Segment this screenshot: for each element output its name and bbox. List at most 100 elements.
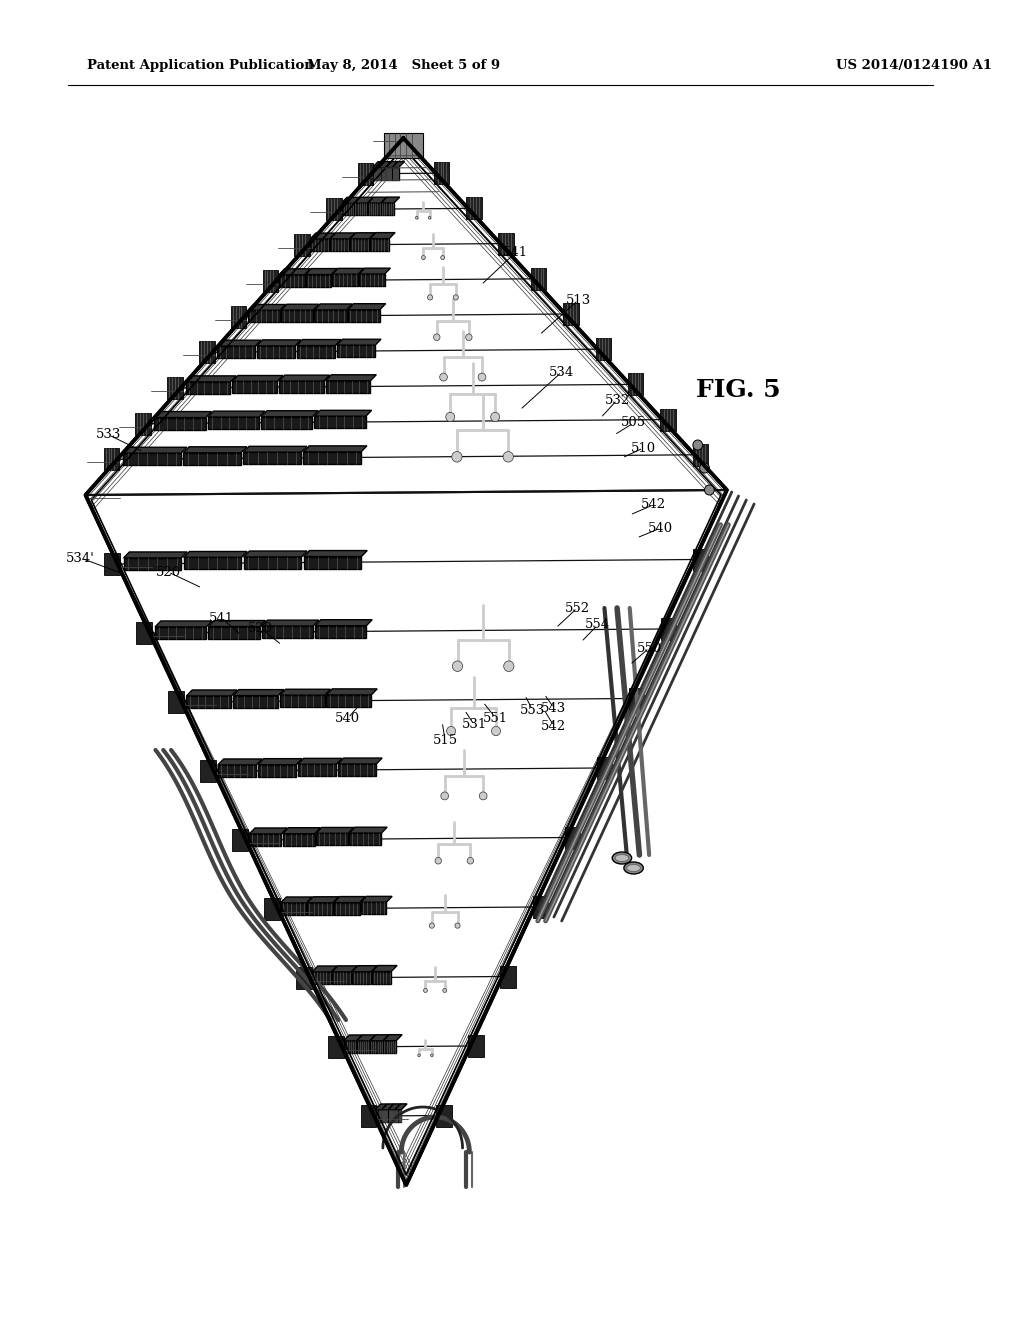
Polygon shape bbox=[304, 557, 361, 569]
Bar bbox=[232, 829, 248, 851]
Polygon shape bbox=[280, 689, 331, 696]
Polygon shape bbox=[395, 1110, 401, 1122]
Circle shape bbox=[439, 374, 447, 381]
Polygon shape bbox=[343, 1041, 356, 1053]
Polygon shape bbox=[383, 1035, 402, 1040]
Polygon shape bbox=[381, 203, 394, 215]
Polygon shape bbox=[155, 412, 212, 417]
Circle shape bbox=[705, 484, 715, 495]
Text: 553: 553 bbox=[520, 704, 545, 717]
Bar bbox=[294, 234, 310, 256]
Polygon shape bbox=[244, 453, 301, 465]
Text: US 2014/0124190 A1: US 2014/0124190 A1 bbox=[836, 58, 991, 71]
Text: 541: 541 bbox=[209, 611, 234, 624]
Polygon shape bbox=[354, 203, 368, 215]
Text: May 8, 2014   Sheet 5 of 9: May 8, 2014 Sheet 5 of 9 bbox=[307, 58, 500, 71]
Polygon shape bbox=[358, 268, 390, 275]
Polygon shape bbox=[332, 966, 357, 972]
Polygon shape bbox=[305, 275, 331, 286]
Polygon shape bbox=[298, 764, 336, 776]
Polygon shape bbox=[315, 619, 372, 626]
Polygon shape bbox=[352, 972, 372, 983]
Bar bbox=[532, 896, 548, 917]
Polygon shape bbox=[208, 627, 260, 639]
Text: 540: 540 bbox=[648, 521, 674, 535]
Polygon shape bbox=[326, 375, 376, 380]
Circle shape bbox=[428, 216, 431, 219]
Polygon shape bbox=[312, 972, 331, 983]
Polygon shape bbox=[282, 310, 313, 322]
Ellipse shape bbox=[612, 851, 632, 865]
Polygon shape bbox=[155, 627, 206, 639]
Bar bbox=[530, 268, 547, 290]
Text: 533: 533 bbox=[96, 429, 122, 441]
Bar bbox=[628, 374, 643, 396]
Bar bbox=[296, 968, 312, 989]
Polygon shape bbox=[186, 690, 238, 696]
Circle shape bbox=[445, 412, 455, 421]
Ellipse shape bbox=[627, 865, 640, 871]
Polygon shape bbox=[379, 161, 391, 168]
Bar bbox=[501, 965, 516, 987]
Polygon shape bbox=[372, 161, 384, 168]
Polygon shape bbox=[326, 380, 371, 393]
Polygon shape bbox=[281, 898, 312, 903]
Polygon shape bbox=[356, 1041, 370, 1053]
Polygon shape bbox=[341, 203, 354, 215]
Polygon shape bbox=[297, 339, 341, 346]
Bar bbox=[136, 622, 152, 644]
Circle shape bbox=[478, 374, 485, 381]
Polygon shape bbox=[244, 550, 307, 557]
Polygon shape bbox=[388, 1104, 400, 1110]
Polygon shape bbox=[350, 232, 375, 239]
Polygon shape bbox=[395, 1104, 408, 1110]
Bar bbox=[660, 409, 676, 430]
Polygon shape bbox=[307, 896, 339, 903]
Polygon shape bbox=[232, 375, 283, 381]
Polygon shape bbox=[248, 310, 280, 322]
Bar bbox=[692, 444, 709, 466]
Bar bbox=[499, 232, 514, 255]
Polygon shape bbox=[392, 168, 398, 180]
Bar bbox=[329, 1036, 344, 1059]
Circle shape bbox=[429, 923, 434, 928]
Polygon shape bbox=[312, 966, 337, 972]
Polygon shape bbox=[185, 381, 230, 393]
Polygon shape bbox=[382, 1110, 388, 1122]
Polygon shape bbox=[338, 764, 377, 776]
Circle shape bbox=[699, 463, 710, 473]
Text: 551: 551 bbox=[483, 711, 508, 725]
Text: 552: 552 bbox=[564, 602, 590, 615]
Polygon shape bbox=[186, 696, 231, 708]
Circle shape bbox=[433, 334, 440, 341]
Text: 532: 532 bbox=[604, 393, 630, 407]
Polygon shape bbox=[249, 834, 282, 846]
Polygon shape bbox=[310, 234, 335, 239]
Bar bbox=[199, 341, 215, 363]
Bar bbox=[360, 1105, 376, 1127]
Circle shape bbox=[424, 989, 427, 993]
Circle shape bbox=[452, 451, 462, 462]
Polygon shape bbox=[303, 446, 367, 451]
Bar bbox=[434, 162, 450, 185]
Polygon shape bbox=[155, 417, 206, 429]
Bar bbox=[629, 688, 644, 710]
Text: 554: 554 bbox=[585, 619, 610, 631]
Circle shape bbox=[466, 334, 472, 341]
Polygon shape bbox=[218, 759, 262, 766]
Polygon shape bbox=[279, 275, 304, 286]
Polygon shape bbox=[370, 232, 395, 239]
Polygon shape bbox=[262, 620, 318, 626]
Circle shape bbox=[418, 1053, 420, 1056]
Polygon shape bbox=[298, 759, 342, 764]
Circle shape bbox=[442, 989, 446, 993]
Polygon shape bbox=[244, 557, 301, 569]
Circle shape bbox=[693, 440, 702, 450]
Polygon shape bbox=[279, 381, 324, 393]
Polygon shape bbox=[341, 198, 359, 203]
Bar bbox=[264, 898, 280, 920]
Text: 513: 513 bbox=[565, 293, 591, 306]
Polygon shape bbox=[86, 139, 727, 1185]
Polygon shape bbox=[332, 268, 364, 275]
Polygon shape bbox=[372, 168, 379, 180]
